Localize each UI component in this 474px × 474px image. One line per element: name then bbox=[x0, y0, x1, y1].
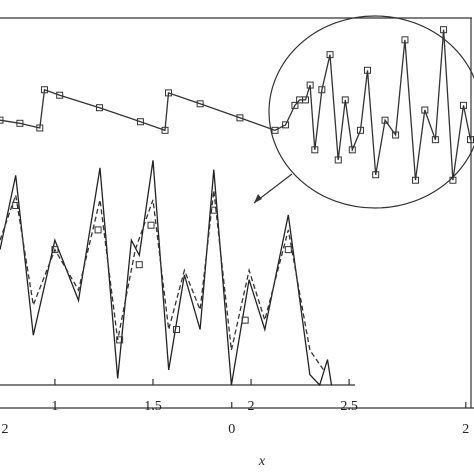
marker bbox=[95, 104, 103, 112]
marker bbox=[459, 101, 467, 109]
marker bbox=[306, 81, 314, 89]
marker bbox=[165, 89, 173, 97]
x-tick-label: 2 bbox=[248, 399, 255, 414]
x-tick-label: 1.5 bbox=[144, 399, 162, 414]
marker bbox=[210, 206, 218, 214]
marker bbox=[16, 119, 24, 127]
marker bbox=[326, 51, 334, 59]
arrow-head bbox=[254, 194, 262, 203]
marker bbox=[136, 118, 144, 126]
marker bbox=[40, 86, 48, 94]
marker bbox=[341, 96, 349, 104]
marker bbox=[147, 221, 155, 229]
marker bbox=[318, 86, 326, 94]
marker bbox=[291, 101, 299, 109]
marker bbox=[411, 176, 419, 184]
marker bbox=[12, 201, 20, 209]
marker bbox=[56, 91, 64, 99]
marker bbox=[356, 126, 364, 134]
marker bbox=[271, 126, 279, 134]
marker bbox=[94, 226, 102, 234]
marker bbox=[36, 124, 44, 132]
marker bbox=[392, 131, 400, 139]
marker bbox=[363, 66, 371, 74]
marker bbox=[421, 106, 429, 114]
marker bbox=[440, 26, 448, 34]
marker bbox=[449, 176, 457, 184]
marker bbox=[135, 261, 143, 269]
marker bbox=[196, 100, 204, 108]
marker bbox=[51, 246, 59, 254]
marker bbox=[116, 336, 124, 344]
marker bbox=[0, 116, 4, 124]
marker bbox=[236, 114, 244, 122]
zoom-circle bbox=[268, 15, 474, 209]
x-tick-label: 2 bbox=[2, 422, 9, 437]
marker bbox=[381, 116, 389, 124]
marker bbox=[372, 171, 380, 179]
marker bbox=[161, 126, 169, 134]
series-line bbox=[0, 190, 325, 371]
marker bbox=[282, 121, 290, 129]
marker bbox=[401, 36, 409, 44]
marker bbox=[173, 326, 181, 334]
marker bbox=[301, 96, 309, 104]
x-tick-label: 2.5 bbox=[340, 399, 358, 414]
x-tick-label: 2 bbox=[462, 422, 469, 437]
marker bbox=[311, 146, 319, 154]
x-tick-label: 0 bbox=[228, 422, 235, 437]
marker bbox=[466, 136, 474, 144]
series-line bbox=[0, 29, 472, 181]
marker bbox=[431, 136, 439, 144]
x-axis-label: x bbox=[258, 454, 266, 469]
marker bbox=[348, 146, 356, 154]
marker bbox=[284, 246, 292, 254]
x-tick-label: 1 bbox=[51, 399, 58, 414]
marker bbox=[241, 316, 249, 324]
marker bbox=[334, 156, 342, 164]
series-line bbox=[0, 160, 333, 387]
